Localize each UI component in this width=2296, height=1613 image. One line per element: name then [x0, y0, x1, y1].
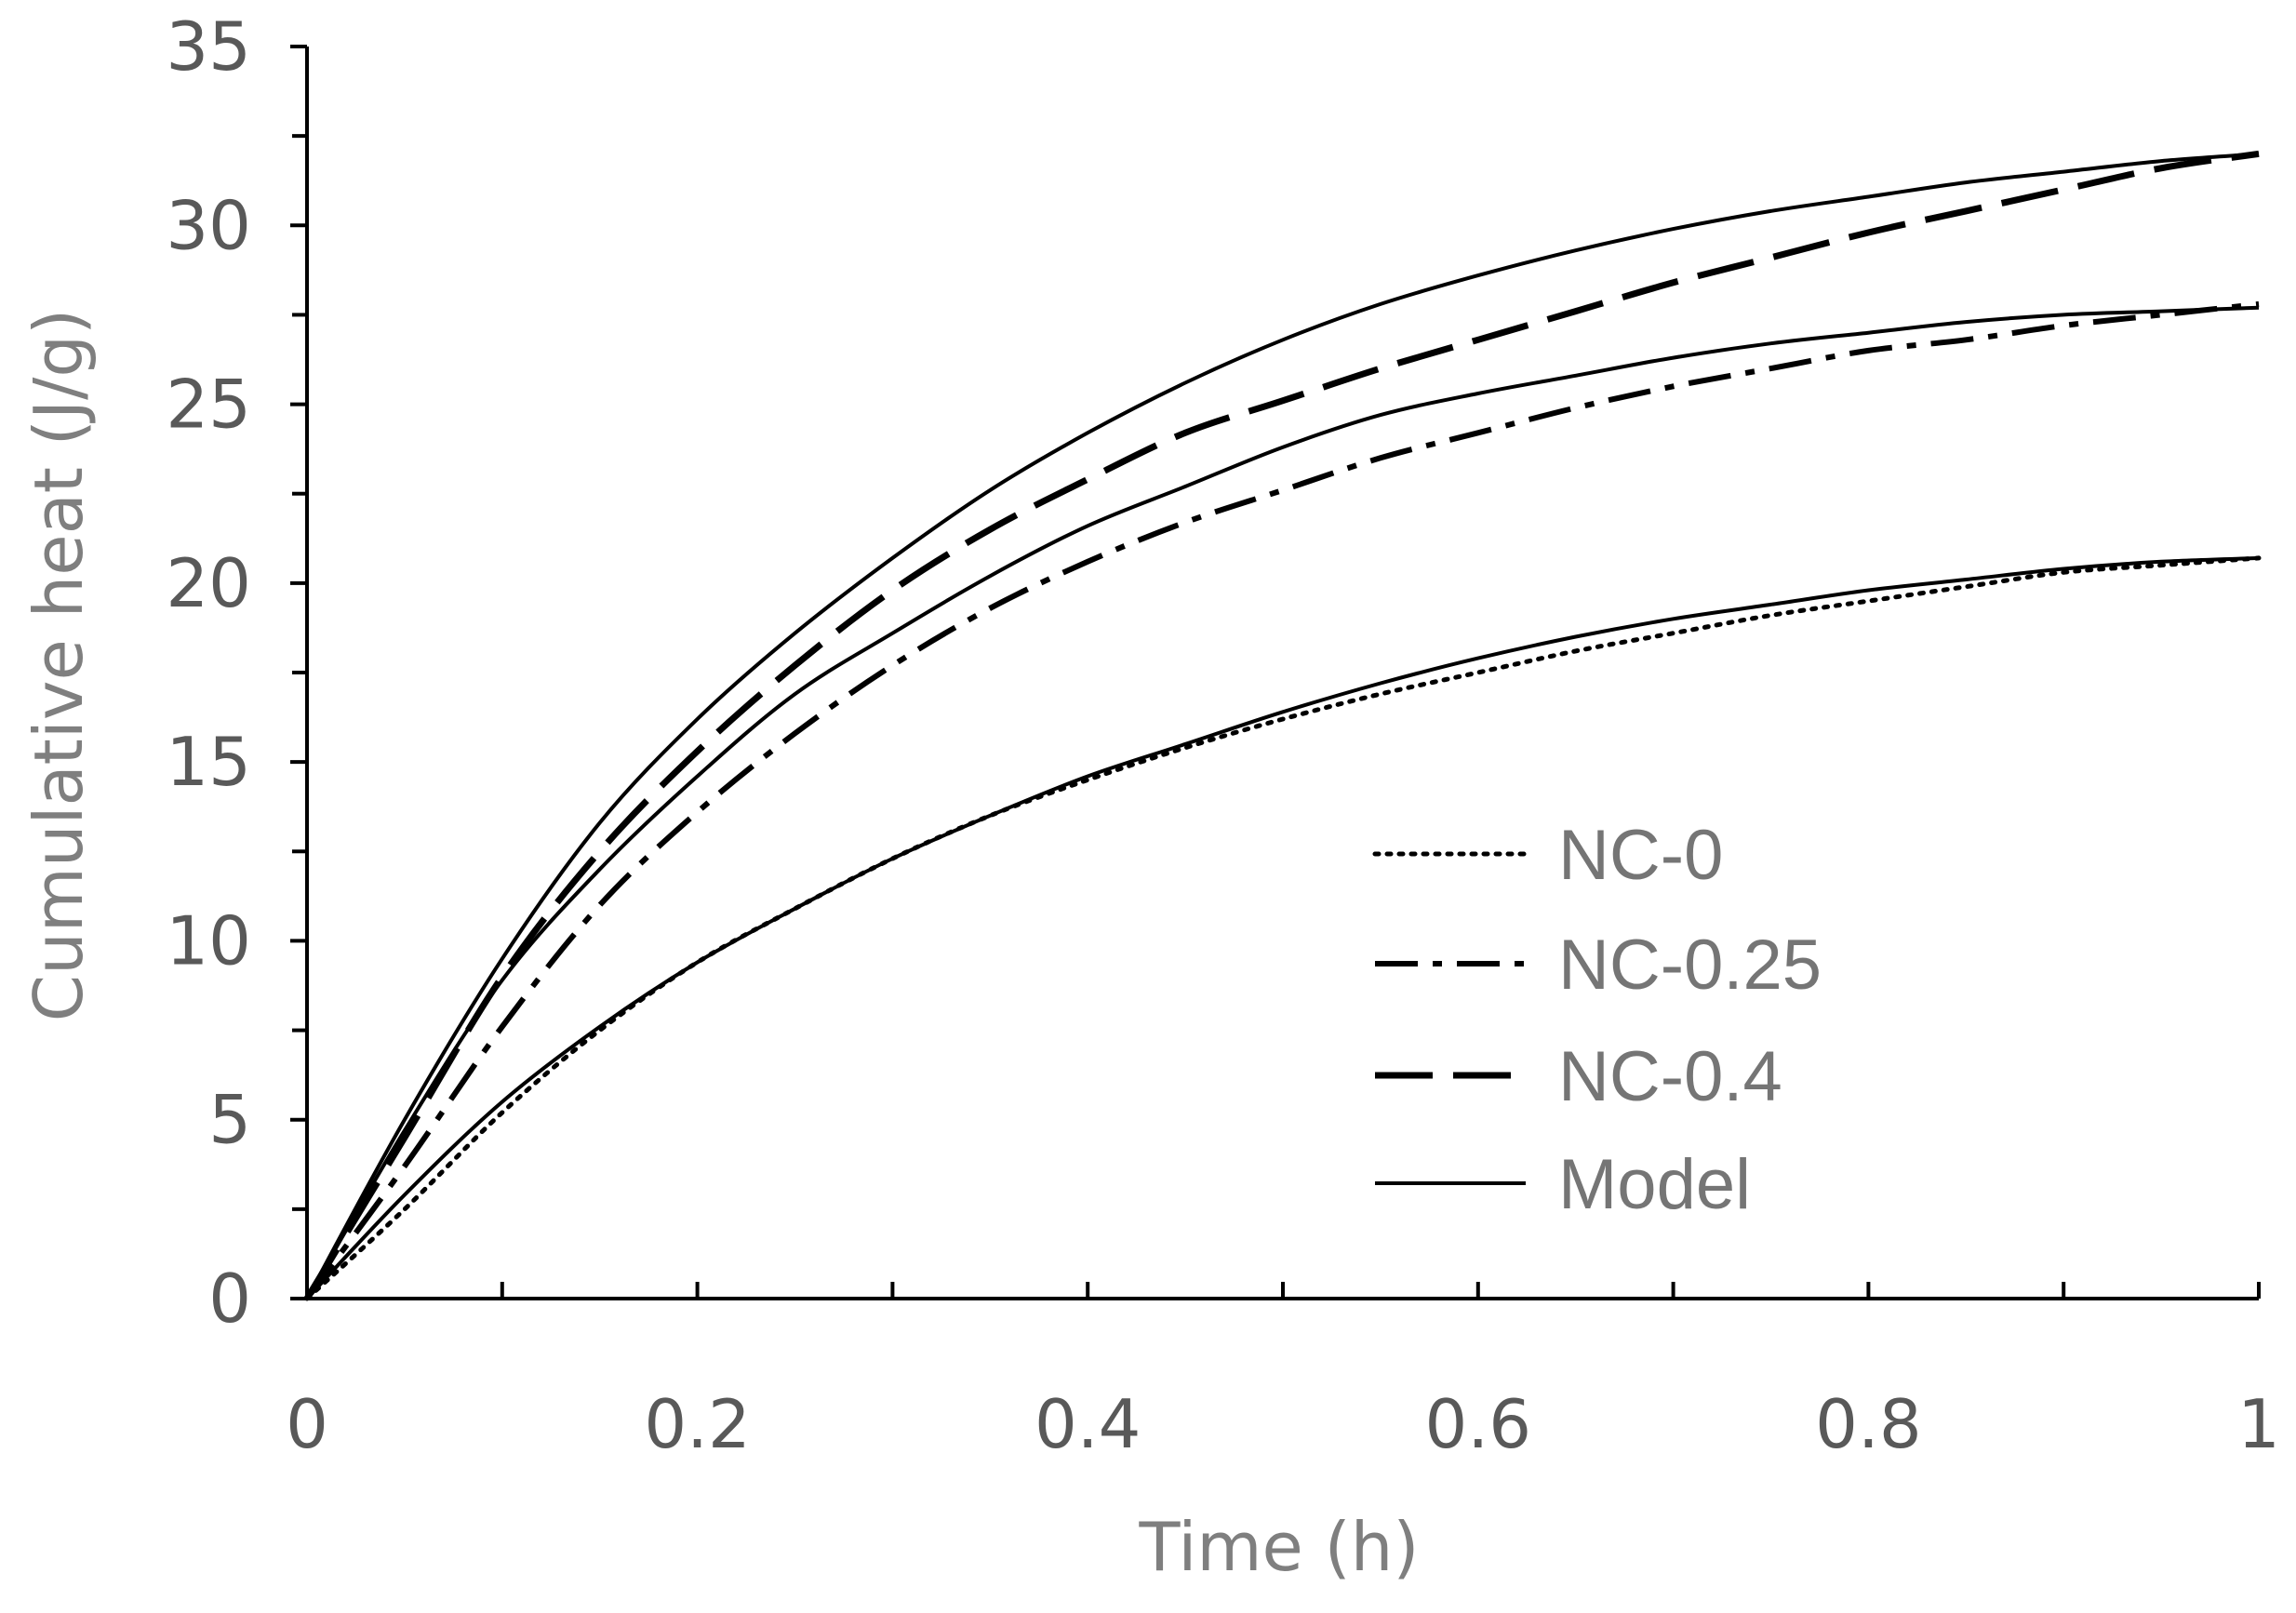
x-tick-label: 0.2	[644, 1385, 751, 1463]
y-axis-title: Cumulative heat (J/g)	[20, 309, 98, 1021]
x-tick-label: 1	[2237, 1385, 2280, 1463]
x-tick-label: 0.4	[1035, 1385, 1141, 1463]
y-tick-label: 35	[166, 7, 251, 86]
y-tick-label: 0	[208, 1260, 251, 1338]
series-nc-0-25-line	[304, 300, 2260, 1300]
legend-item-nc-0: NC-0	[1372, 816, 1723, 895]
legend-label: NC-0	[1558, 816, 1723, 895]
legend-item-model: Model	[1375, 1145, 1751, 1224]
series-model-line	[305, 555, 2260, 1300]
series-nc-0-4-line	[304, 150, 2260, 1300]
y-tick-label: 25	[166, 366, 251, 444]
x-tick-label: 0	[286, 1385, 328, 1463]
y-tick-label: 10	[166, 901, 251, 980]
series-model-line	[305, 305, 2260, 1300]
y-tick-label: 20	[166, 544, 251, 622]
axes	[290, 45, 2261, 1300]
x-tick-label: 0.6	[1425, 1385, 1532, 1463]
y-tick-label: 5	[208, 1081, 251, 1159]
series-lines	[304, 150, 2262, 1301]
series-model-line	[305, 152, 2260, 1300]
legend-item-nc-0-25: NC-0.25	[1375, 926, 1822, 1005]
legend: NC-0 NC-0.25 NC-0.4 Model	[1372, 816, 1822, 1224]
series-nc-0-line	[304, 555, 2262, 1301]
legend-label: Model	[1558, 1145, 1751, 1224]
y-tick-label: 30	[166, 186, 251, 264]
x-tick-label: 0.8	[1815, 1385, 1922, 1463]
y-tick-label: 15	[166, 723, 251, 801]
legend-item-nc-0-4: NC-0.4	[1375, 1037, 1782, 1116]
legend-label: NC-0.25	[1558, 926, 1822, 1005]
legend-label: NC-0.4	[1558, 1037, 1782, 1116]
x-axis-title: Time (h)	[1139, 1508, 1420, 1586]
tick-labels: 0 5 10 15 20 25 30 35 0 0.2 0.4 0.6 0.8 1	[166, 7, 2280, 1463]
